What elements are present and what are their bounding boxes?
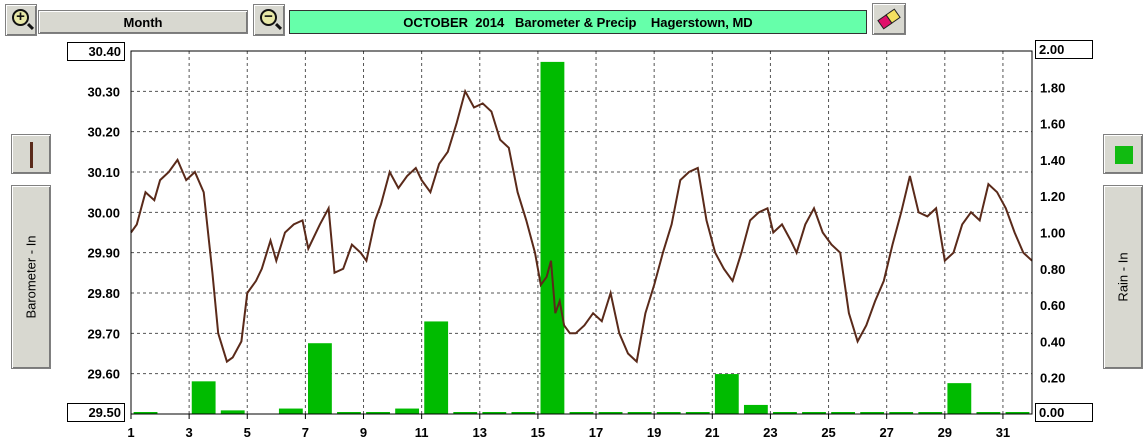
left-axis-tick-label: 30.10	[87, 165, 120, 180]
rain-series-button[interactable]	[1103, 134, 1143, 174]
plot-frame	[130, 50, 1033, 415]
rain-bar	[453, 412, 478, 414]
x-axis-tick-label: 11	[415, 425, 429, 440]
right-axis-tick-label: 1.80	[1040, 80, 1065, 95]
rain-bar	[1005, 412, 1030, 414]
right-axis-tick-label: 1.00	[1040, 226, 1065, 241]
rain-bar	[395, 408, 420, 414]
x-axis-tick-label: 25	[821, 425, 835, 440]
left-axis-top-label: 30.40	[67, 42, 125, 61]
right-axis-top-label: 2.00	[1035, 40, 1093, 59]
right-axis-tick-label: 0.20	[1040, 371, 1065, 386]
x-axis-tick-label: 21	[705, 425, 719, 440]
left-axis-tick-label: 30.00	[87, 205, 120, 220]
eraser-icon	[877, 8, 901, 30]
zoom-out-icon: −	[260, 8, 277, 26]
barometer-line	[130, 88, 1033, 364]
rain-bar	[308, 343, 332, 414]
rain-bar	[656, 412, 681, 414]
chart-title: OCTOBER 2014 Barometer & Precip Hagersto…	[289, 10, 867, 34]
left-axis-tick-label: 29.70	[87, 326, 120, 341]
rain-bar	[133, 412, 158, 414]
rain-bar	[569, 412, 594, 414]
right-axis-tick-label: 1.20	[1040, 189, 1065, 204]
left-axis-tick-label: 30.30	[87, 84, 120, 99]
rain-bar-swatch-icon	[1115, 146, 1133, 164]
x-axis-tick-label: 5	[244, 425, 251, 440]
x-axis-ticks: 1 3 5 7 9 11 13 15 17 19 21 23 25 27 29 31	[127, 414, 1010, 440]
rain-bar	[511, 412, 536, 414]
rain-bar	[889, 412, 914, 414]
x-axis-tick-label: 29	[938, 425, 952, 440]
period-label: Month	[123, 14, 163, 30]
rain-bar	[424, 321, 449, 414]
right-axis-tick-label: 0.80	[1040, 262, 1065, 277]
rain-axis-button[interactable]: Rain - In	[1103, 185, 1143, 369]
left-axis-bottom-label: 29.50	[67, 403, 125, 422]
left-axis-tick-label: 29.60	[87, 367, 120, 382]
x-axis-tick-label: 23	[763, 425, 777, 440]
rain-bar	[278, 408, 303, 414]
rain-bar	[685, 412, 710, 414]
rain-bar	[831, 412, 855, 414]
zoom-in-icon: +	[12, 8, 29, 26]
rain-bar	[540, 61, 565, 414]
chart-grid	[131, 51, 1032, 414]
x-axis-tick-label: 1	[127, 425, 134, 440]
x-axis-tick-label: 17	[589, 425, 603, 440]
left-axis-tick-label: 29.90	[87, 246, 120, 261]
left-axis-tick-label: 29.80	[87, 286, 120, 301]
rain-bar	[802, 412, 826, 414]
period-selector-button[interactable]: Month	[38, 10, 248, 34]
rain-bar	[743, 404, 768, 414]
x-axis-tick-label: 3	[186, 425, 193, 440]
right-axis-tick-label: 0.40	[1040, 334, 1065, 349]
rain-bar	[337, 412, 361, 414]
x-axis-tick-label: 19	[647, 425, 661, 440]
x-axis-tick-label: 27	[879, 425, 893, 440]
right-axis-tick-label: 1.60	[1040, 117, 1065, 132]
x-axis-tick-label: 13	[473, 425, 487, 440]
barometer-line-swatch-icon	[30, 142, 33, 168]
rain-bar	[366, 412, 390, 414]
zoom-out-button[interactable]: −	[253, 4, 285, 36]
left-axis-tick-label: 30.20	[87, 125, 120, 140]
rain-bar	[627, 412, 652, 414]
left-axis-ticks: 30.30 30.20 30.10 30.00 29.90 29.80 29.70 29.60	[87, 84, 120, 381]
rain-bar	[860, 412, 885, 414]
zoom-in-button[interactable]: +	[5, 4, 37, 36]
barometer-axis-button[interactable]: Barometer - In	[11, 185, 51, 369]
right-axis-tick-label: 1.40	[1040, 153, 1065, 168]
rain-bar	[220, 410, 245, 414]
rain-bar	[947, 383, 972, 414]
rain-bar	[773, 412, 797, 414]
right-axis-ticks: 1.80 1.60 1.40 1.20 1.00 0.80 0.60 0.40 0.20	[1040, 80, 1065, 385]
x-axis-tick-label: 15	[531, 425, 545, 440]
rain-bar	[191, 381, 216, 414]
clear-button[interactable]	[872, 3, 906, 35]
right-axis-tick-label: 0.60	[1040, 298, 1065, 313]
rain-bar	[598, 412, 623, 414]
x-axis-tick-label: 7	[302, 425, 309, 440]
rain-bar	[976, 412, 1001, 414]
x-axis-tick-label: 31	[996, 425, 1010, 440]
right-axis-bottom-label: 0.00	[1035, 403, 1093, 422]
rain-bar	[714, 374, 739, 414]
x-axis-tick-label: 9	[360, 425, 367, 440]
rain-bar	[918, 412, 943, 414]
rain-bars	[133, 61, 1030, 414]
rain-bar	[482, 412, 507, 414]
barometer-series-button[interactable]	[11, 134, 51, 174]
